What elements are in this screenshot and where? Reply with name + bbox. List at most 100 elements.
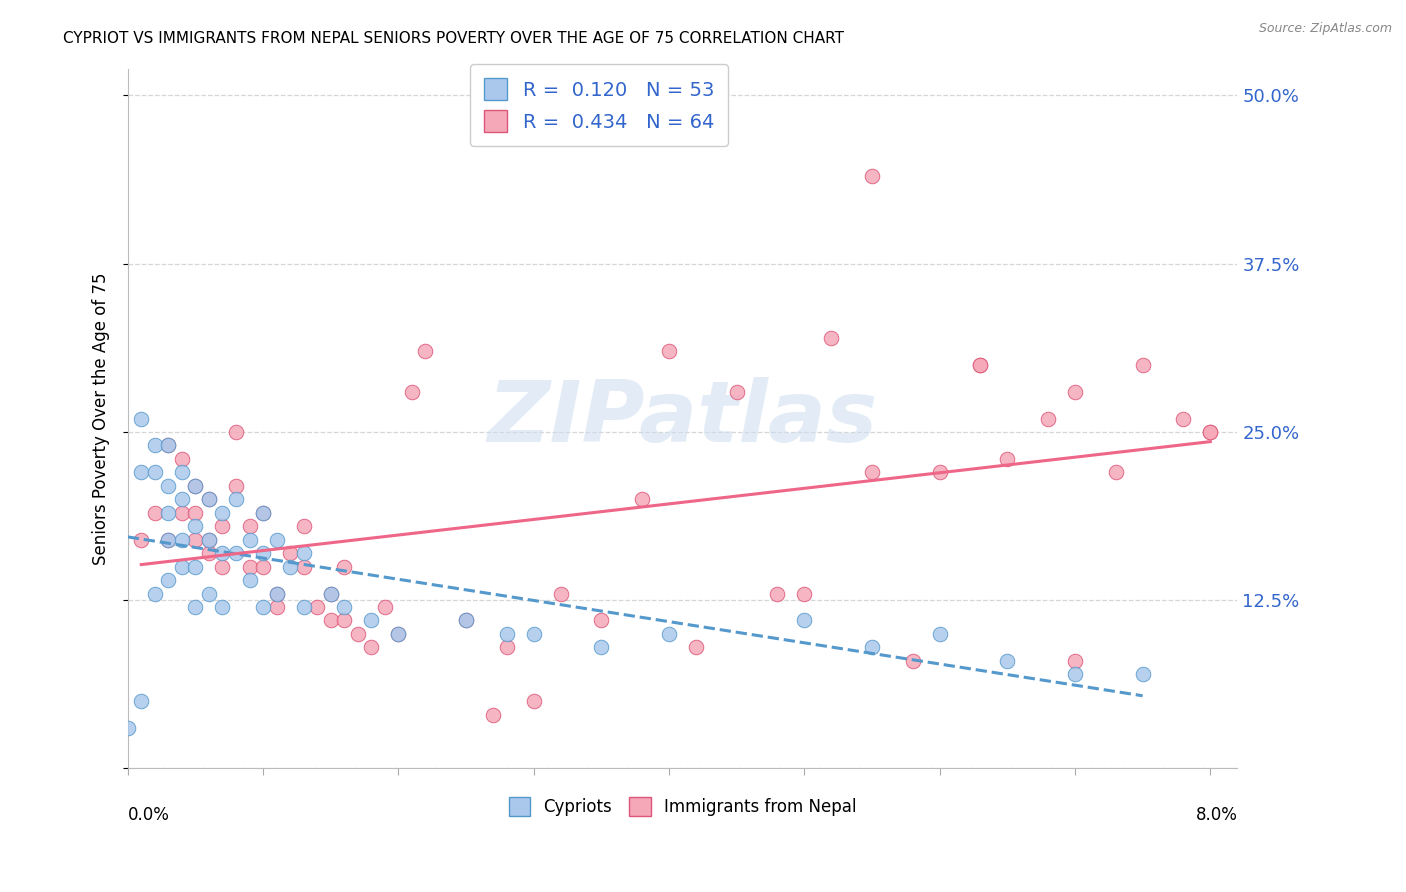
Point xyxy=(658,344,681,359)
Point xyxy=(591,640,613,655)
Point xyxy=(928,466,950,480)
Point xyxy=(292,559,315,574)
Point xyxy=(1064,654,1087,668)
Point xyxy=(928,627,950,641)
Point xyxy=(333,559,356,574)
Point xyxy=(685,640,707,655)
Point xyxy=(184,599,207,614)
Point xyxy=(211,559,233,574)
Point xyxy=(278,546,301,560)
Point xyxy=(278,559,301,574)
Point xyxy=(129,694,152,708)
Point xyxy=(387,627,409,641)
Point xyxy=(198,492,221,507)
Point xyxy=(252,506,274,520)
Point xyxy=(211,546,233,560)
Point xyxy=(360,640,382,655)
Point xyxy=(170,506,193,520)
Point xyxy=(1104,466,1126,480)
Point xyxy=(319,614,342,628)
Point xyxy=(184,506,207,520)
Point xyxy=(198,586,221,600)
Point xyxy=(346,627,368,641)
Point xyxy=(117,721,139,735)
Point xyxy=(725,384,748,399)
Point xyxy=(184,533,207,547)
Point xyxy=(860,466,883,480)
Point xyxy=(211,519,233,533)
Point xyxy=(454,614,477,628)
Point xyxy=(129,533,152,547)
Point xyxy=(360,614,382,628)
Text: ZIPatlas: ZIPatlas xyxy=(488,377,877,460)
Point xyxy=(1036,411,1059,425)
Point xyxy=(252,506,274,520)
Point xyxy=(1132,667,1154,681)
Point xyxy=(292,519,315,533)
Point xyxy=(238,519,260,533)
Point xyxy=(225,546,247,560)
Point xyxy=(184,519,207,533)
Point xyxy=(319,586,342,600)
Point xyxy=(1064,667,1087,681)
Point xyxy=(225,492,247,507)
Point xyxy=(184,479,207,493)
Point xyxy=(143,466,166,480)
Point xyxy=(860,169,883,184)
Point xyxy=(129,411,152,425)
Text: 0.0%: 0.0% xyxy=(128,806,170,824)
Point xyxy=(1199,425,1222,439)
Point xyxy=(266,586,288,600)
Point xyxy=(211,506,233,520)
Point xyxy=(225,479,247,493)
Point xyxy=(401,384,423,399)
Point xyxy=(129,466,152,480)
Point xyxy=(170,559,193,574)
Point xyxy=(820,331,842,345)
Point xyxy=(170,533,193,547)
Point xyxy=(523,627,546,641)
Point xyxy=(143,438,166,452)
Point xyxy=(591,614,613,628)
Point xyxy=(266,599,288,614)
Point xyxy=(374,599,396,614)
Point xyxy=(860,640,883,655)
Point xyxy=(225,425,247,439)
Point xyxy=(211,599,233,614)
Point xyxy=(157,438,180,452)
Point xyxy=(198,546,221,560)
Point xyxy=(266,586,288,600)
Point xyxy=(198,533,221,547)
Point xyxy=(793,614,815,628)
Point xyxy=(550,586,572,600)
Point xyxy=(969,358,991,372)
Point xyxy=(143,586,166,600)
Point xyxy=(333,599,356,614)
Point xyxy=(1132,358,1154,372)
Point xyxy=(198,533,221,547)
Point xyxy=(995,654,1018,668)
Point xyxy=(157,533,180,547)
Point xyxy=(292,546,315,560)
Point xyxy=(631,492,654,507)
Text: 8.0%: 8.0% xyxy=(1195,806,1237,824)
Point xyxy=(454,614,477,628)
Text: CYPRIOT VS IMMIGRANTS FROM NEPAL SENIORS POVERTY OVER THE AGE OF 75 CORRELATION : CYPRIOT VS IMMIGRANTS FROM NEPAL SENIORS… xyxy=(63,31,844,46)
Text: Source: ZipAtlas.com: Source: ZipAtlas.com xyxy=(1258,22,1392,36)
Point xyxy=(495,627,517,641)
Point xyxy=(1173,411,1195,425)
Point xyxy=(292,599,315,614)
Point xyxy=(252,546,274,560)
Legend: Cypriots, Immigrants from Nepal: Cypriots, Immigrants from Nepal xyxy=(502,790,863,823)
Point xyxy=(157,506,180,520)
Point xyxy=(157,438,180,452)
Point xyxy=(333,614,356,628)
Point xyxy=(238,533,260,547)
Point xyxy=(157,479,180,493)
Point xyxy=(157,573,180,587)
Point xyxy=(198,492,221,507)
Point xyxy=(238,559,260,574)
Point xyxy=(184,479,207,493)
Point xyxy=(143,506,166,520)
Point xyxy=(793,586,815,600)
